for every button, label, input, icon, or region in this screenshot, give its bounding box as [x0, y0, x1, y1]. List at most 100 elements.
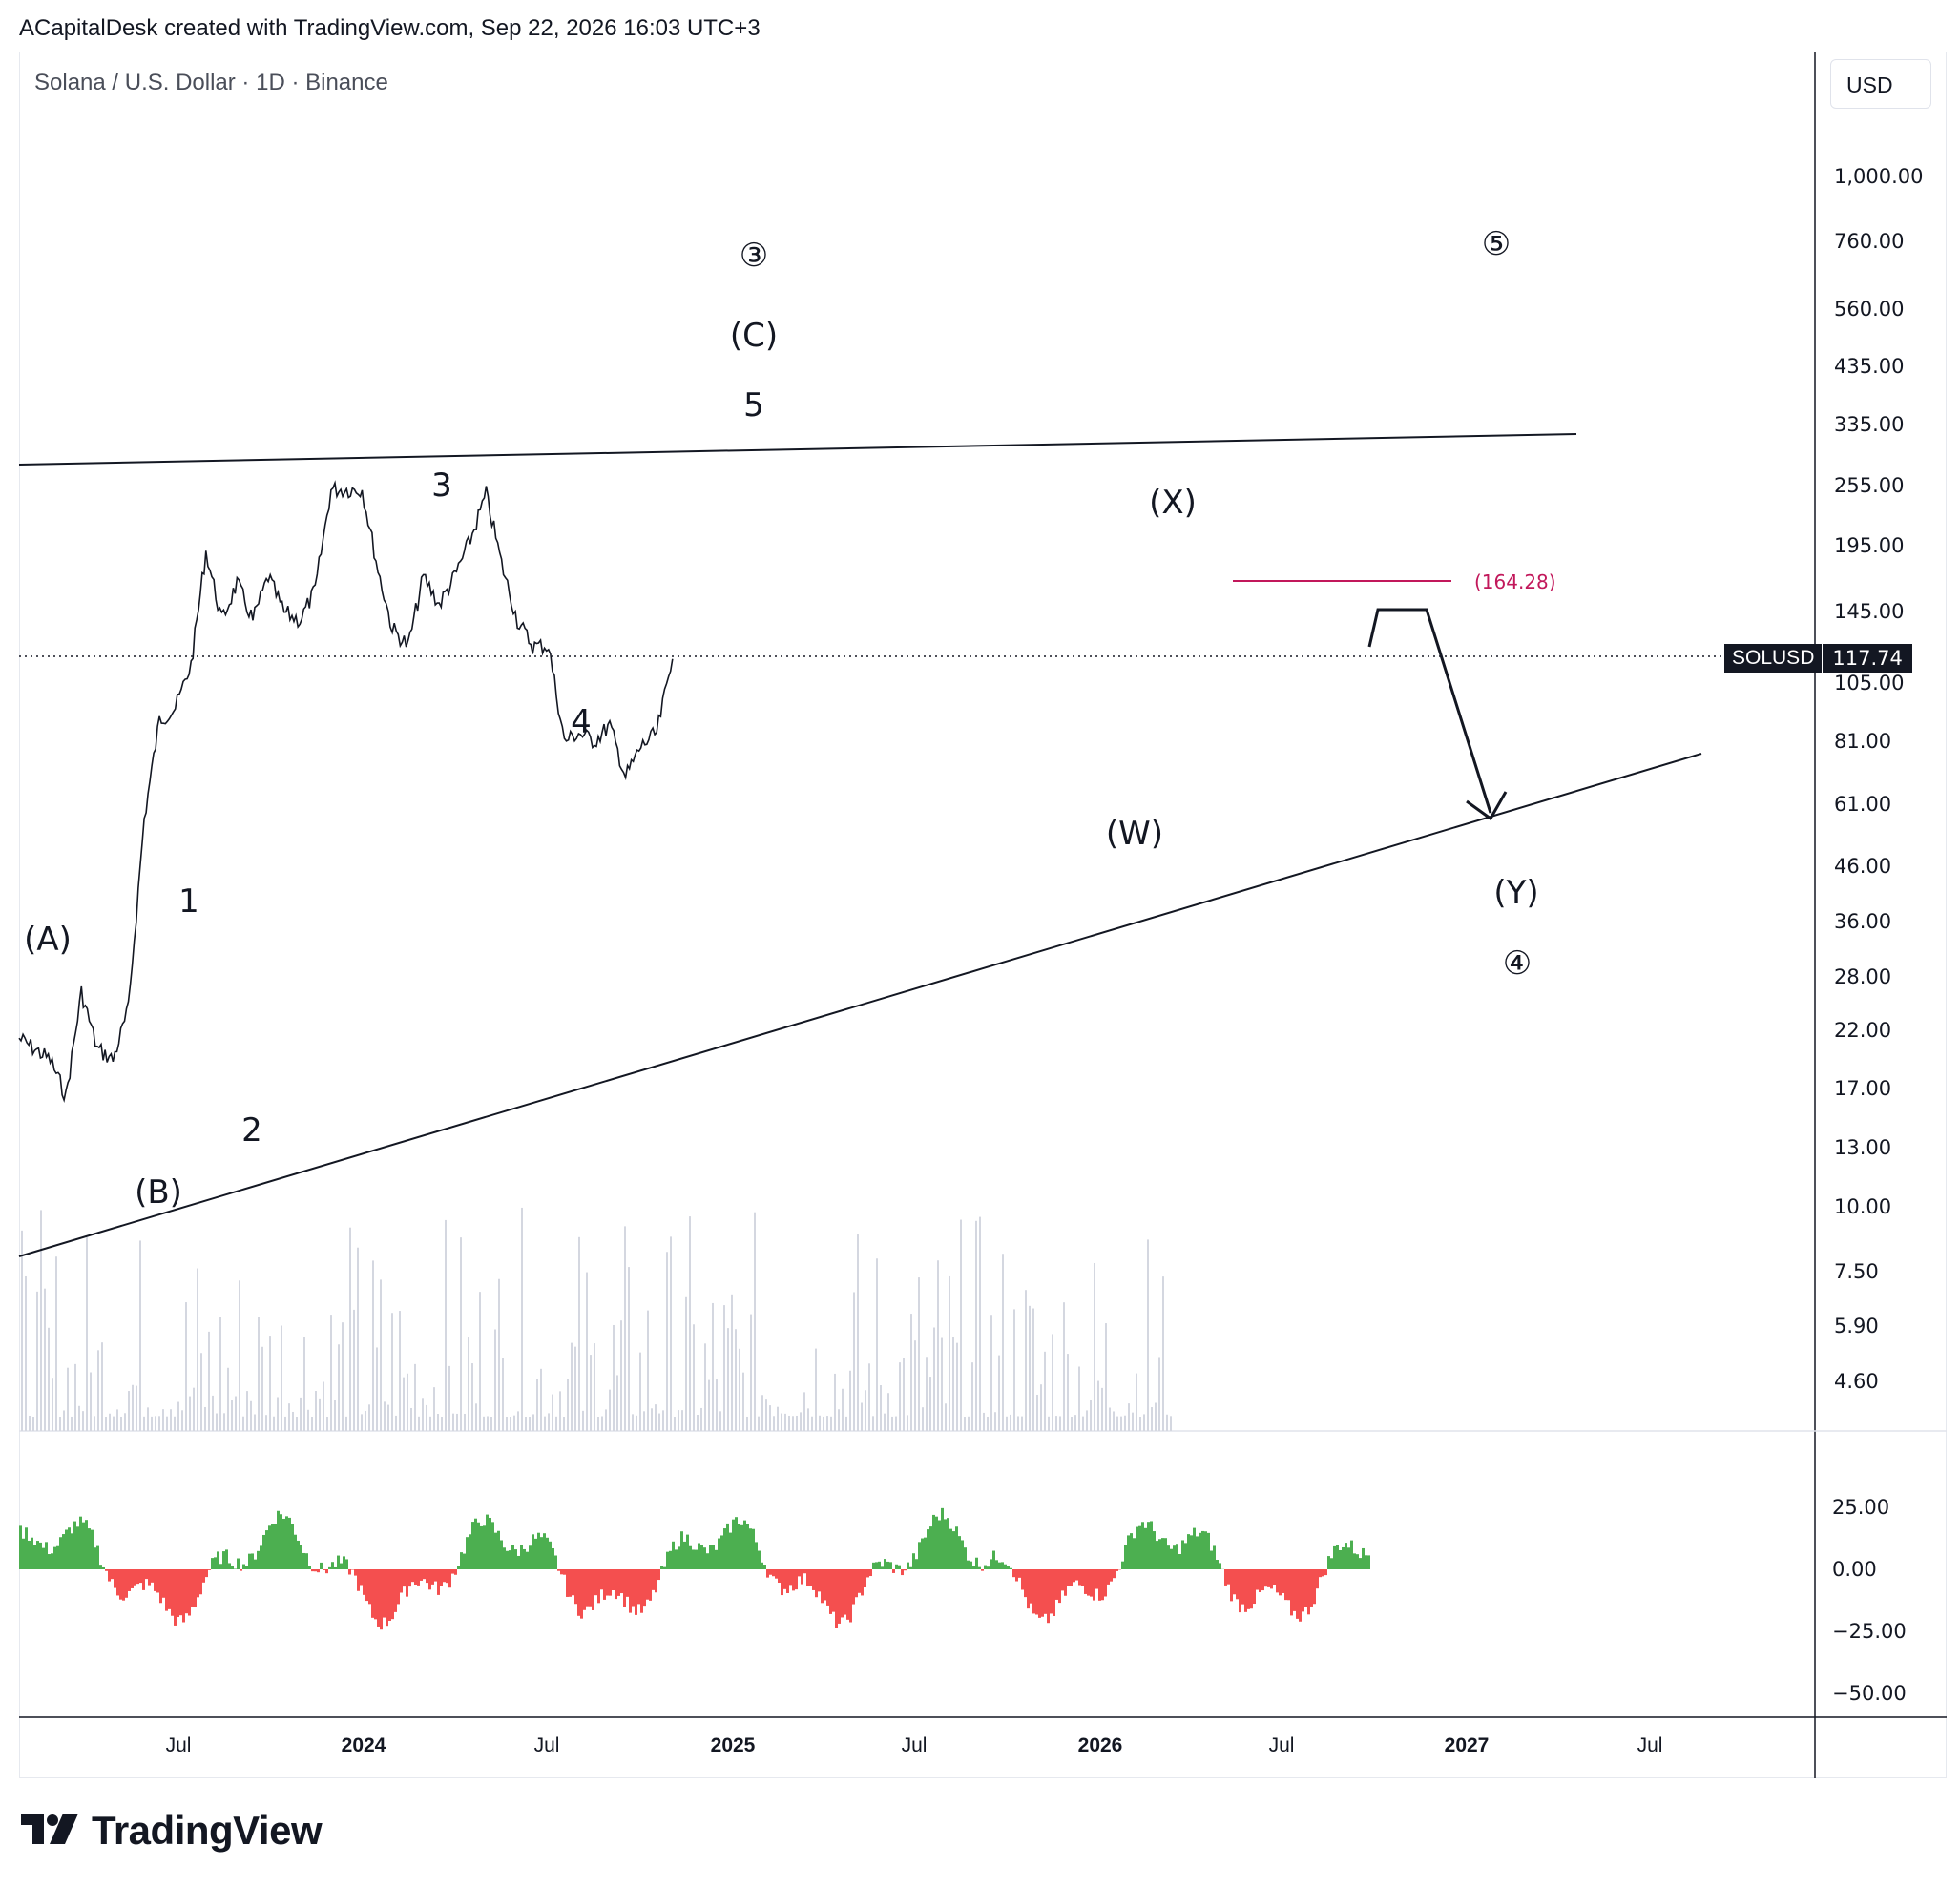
time-tick-label: 2026 [1077, 1734, 1123, 1756]
oscillator-bar [1147, 1522, 1150, 1569]
oscillator-bar [775, 1569, 778, 1579]
oscillator-bar [1156, 1541, 1158, 1569]
volume-bar [865, 1390, 866, 1431]
oscillator-bar [1213, 1545, 1216, 1569]
oscillator-bar [1241, 1569, 1244, 1605]
oscillator-bar [1236, 1569, 1239, 1600]
oscillator-bar [237, 1558, 240, 1569]
oscillator-bar [1181, 1540, 1184, 1569]
volume-bar [468, 1337, 469, 1431]
oscillator-bar [105, 1569, 108, 1571]
oscillator-bar [156, 1569, 159, 1593]
volume-bar [376, 1347, 378, 1431]
oscillator-bar [483, 1525, 486, 1569]
oscillator-bar [1018, 1569, 1021, 1578]
oscillator-bar [377, 1569, 380, 1627]
oscillator-bar [709, 1545, 712, 1569]
oscillator-bar [194, 1569, 197, 1607]
volume-bar [987, 1416, 989, 1431]
volume-bar [384, 1401, 386, 1431]
volume-bar [670, 1236, 672, 1431]
volume-bar [632, 1414, 634, 1431]
oscillator-bar [171, 1569, 174, 1616]
oscillator-bar [720, 1535, 723, 1569]
price-tick-label: 255.00 [1834, 474, 1905, 497]
volume-bar [628, 1267, 630, 1431]
price-series [18, 480, 674, 1104]
oscillator-bar [1201, 1530, 1204, 1569]
oscillator-bar [1316, 1569, 1319, 1589]
oscillator-bar [1113, 1569, 1116, 1579]
wave-label: 1 [178, 882, 199, 921]
price-tick-label: 145.00 [1834, 600, 1905, 623]
volume-bar [48, 1327, 50, 1431]
oscillator-bar [1127, 1535, 1130, 1569]
oscillator-bar [469, 1534, 471, 1569]
oscillator-bar [228, 1563, 231, 1569]
oscillator-bar [36, 1541, 39, 1569]
oscillator-bar [574, 1569, 577, 1605]
oscillator-bar [1164, 1538, 1167, 1569]
oscillator-bar [1313, 1569, 1316, 1605]
volume-bar [1010, 1414, 1011, 1431]
volume-bar [445, 1219, 447, 1431]
volume-bar [826, 1416, 828, 1431]
oscillator-bar [1067, 1569, 1070, 1586]
volume-bar [1055, 1416, 1057, 1431]
volume-bar [311, 1416, 313, 1431]
volume-bar [261, 1346, 263, 1431]
time-tick-label: Jul [901, 1734, 928, 1756]
oscillator-bar [145, 1569, 148, 1580]
oscillator-tick-label: −50.00 [1832, 1682, 1907, 1705]
currency-selector[interactable]: USD [1830, 59, 1931, 109]
volume-bar [983, 1412, 985, 1431]
volume-bar [1063, 1302, 1065, 1431]
oscillator-bar [1021, 1569, 1024, 1590]
volume-bar [86, 1237, 88, 1431]
oscillator-bar [431, 1569, 434, 1585]
price-tick-label: 4.60 [1834, 1370, 1879, 1393]
volume-bar [513, 1415, 515, 1431]
oscillator-bar [967, 1560, 970, 1569]
oscillator-bar [1273, 1569, 1276, 1586]
volume-bar [1166, 1414, 1168, 1431]
oscillator-bar [208, 1569, 211, 1570]
volume-bar [857, 1234, 859, 1431]
oscillator-bar [1055, 1569, 1058, 1600]
volume-bar [1097, 1380, 1099, 1431]
volume-bar [933, 1327, 935, 1431]
oscillator-bar [769, 1569, 772, 1575]
oscillator-bar [334, 1566, 337, 1569]
oscillator-bar [546, 1537, 549, 1569]
time-tick-label: Jul [1637, 1734, 1663, 1756]
volume-bar [532, 1414, 534, 1431]
oscillator-bar [1015, 1569, 1018, 1582]
volume-bar [1074, 1415, 1076, 1431]
oscillator-bar [663, 1566, 666, 1569]
oscillator-bar [924, 1537, 927, 1569]
oscillator-bar [892, 1569, 895, 1573]
volume-bar [994, 1412, 996, 1431]
volume-bar [880, 1385, 882, 1431]
oscillator-bar [328, 1566, 331, 1569]
oscillator-bar [1158, 1539, 1161, 1569]
oscillator-bar [406, 1569, 408, 1597]
oscillator-bar [254, 1559, 257, 1569]
oscillator-bar [869, 1569, 872, 1577]
volume-bar [597, 1416, 599, 1431]
oscillator-bar [835, 1569, 838, 1628]
oscillator-bar [597, 1569, 600, 1604]
volume-bar [177, 1401, 179, 1431]
oscillator-bar [1090, 1569, 1093, 1597]
oscillator-bar [182, 1569, 185, 1623]
symbol-title[interactable]: Solana / U.S. Dollar · 1D · Binance [34, 70, 388, 95]
volume-bar [269, 1336, 271, 1431]
oscillator-bar [657, 1569, 660, 1581]
volume-bar [29, 1415, 31, 1431]
volume-bar [483, 1416, 485, 1431]
wave-label: 2 [241, 1111, 262, 1150]
oscillator-bar [217, 1551, 219, 1569]
volume-bar [620, 1320, 622, 1431]
volume-bar [525, 1416, 527, 1431]
